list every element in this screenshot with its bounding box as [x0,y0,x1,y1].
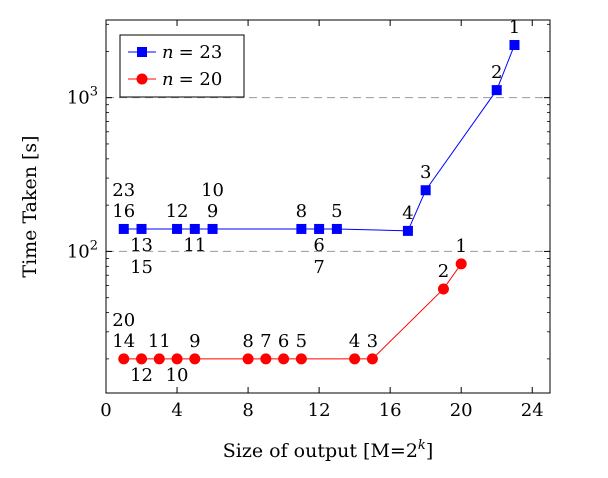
point-label: 2 [491,62,502,83]
series-2 [118,258,467,365]
data-point [420,185,431,196]
point-label: 1 [509,17,520,38]
point-label: 8 [242,331,253,352]
data-point [402,225,413,236]
data-point [437,283,449,295]
data-point [278,353,290,365]
x-tick-label: 20 [450,400,473,421]
point-label: 8 [296,201,307,222]
point-label: 6 [313,235,324,256]
legend: n = 23 n = 20 [119,34,245,98]
data-point [491,85,502,96]
point-label: 23 [112,180,135,201]
data-point [171,353,183,365]
plot-frame [105,19,551,394]
point-label: 5 [296,331,307,352]
series-line [123,263,462,360]
x-tick-label: 24 [521,400,544,421]
legend-entry: n = 20 [128,69,222,90]
point-label: 4 [402,203,413,224]
point-label: 14 [112,331,135,352]
series-line [123,44,515,232]
point-label: 13 [130,235,153,256]
data-point [366,353,378,365]
point-label: 1 [455,236,466,257]
point-label: 3 [367,331,378,352]
legend-marker [137,47,147,57]
legend-entry: n = 23 [128,42,222,63]
data-point [260,353,272,365]
x-axis-title: Size of output [M=2k] [223,438,433,462]
point-label: 9 [189,331,200,352]
point-label: 4 [349,331,360,352]
point-label: 3 [420,162,431,183]
x-tick-label: 0 [100,400,111,421]
point-label: 11 [183,235,206,256]
data-point [118,353,130,365]
data-point [172,223,183,234]
data-point [296,223,307,234]
data-point [153,353,165,365]
data-point [349,353,361,365]
grid-lines [106,97,550,252]
point-label: 7 [313,257,324,278]
data-point [118,223,129,234]
series-1 [118,40,520,236]
point-label: 20 [112,310,135,331]
data-point [189,223,200,234]
legend-box [119,34,245,98]
y-tick-label: 102 [67,238,98,262]
data-point [136,223,147,234]
point-label: 2 [438,261,449,282]
point-label: 9 [207,201,218,222]
data-point [295,353,307,365]
data-point [136,353,148,365]
point-label: 5 [331,201,342,222]
data-point [331,223,342,234]
point-label: 6 [278,331,289,352]
point-label: 16 [112,201,135,222]
y-axis-title: Time Taken [s] [19,135,41,277]
point-label: 12 [166,201,189,222]
x-tick-label: 16 [379,400,402,421]
data-point [207,223,218,234]
data-point [509,40,520,51]
point-label: 12 [130,365,153,386]
y-tick-label: 103 [67,85,98,109]
data-point [455,258,467,270]
point-label: 15 [130,257,153,278]
data-point [314,223,325,234]
x-tick-label: 4 [171,400,182,421]
x-tick-label: 8 [242,400,253,421]
series-layer [118,40,520,365]
point-label: 7 [260,331,271,352]
data-point [242,353,254,365]
point-label: 10 [166,365,189,386]
legend-label: n = 20 [162,69,222,90]
point-label: 11 [148,331,171,352]
x-tick-label: 12 [308,400,331,421]
legend-marker [136,73,148,85]
point-label: 10 [201,180,224,201]
legend-label: n = 23 [162,42,222,63]
data-point [189,353,201,365]
